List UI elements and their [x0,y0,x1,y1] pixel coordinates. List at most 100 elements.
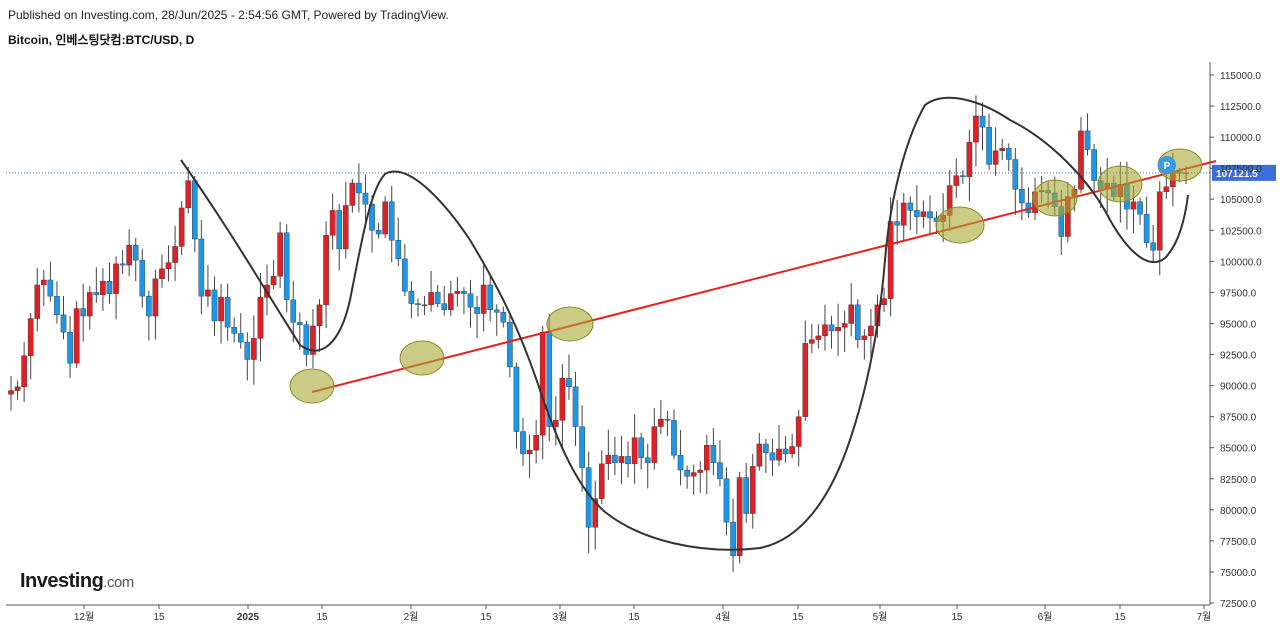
candle [920,200,927,228]
candle [21,342,27,402]
x-tick-label: 15 [628,612,640,623]
candle [415,298,421,317]
candle-body [93,292,100,296]
candle-body [763,443,769,453]
candle-body [113,263,119,294]
candle-body [369,204,375,231]
investing-logo: Investing.com [20,570,134,592]
hand-drawn-curve [180,96,1189,551]
candle [73,300,80,369]
candle [572,371,579,447]
candle-body [461,290,467,294]
x-tick-label: 15 [153,612,165,623]
candle [638,432,644,470]
highlight-ellipse [546,306,594,342]
candle [257,272,264,362]
candle [769,438,776,477]
candle-body [126,245,132,266]
candle-body [651,426,658,463]
candle [914,185,920,234]
candle-body [132,245,139,261]
candle-body [579,426,585,468]
candle-body [769,452,776,461]
x-tick-label: 15 [792,612,804,623]
candle [907,196,914,230]
candle-body [80,308,87,317]
candle-body [815,335,822,340]
candle [454,276,461,307]
candle-body [749,466,756,514]
candle-body [618,456,625,463]
candle-body [388,201,395,241]
candles [8,95,1189,573]
candle-body [277,232,283,277]
candle [369,195,375,253]
x-tick-label: 15 [1114,612,1126,623]
candle-body [881,298,887,306]
candle-body [533,435,539,451]
candle [782,436,789,463]
x-tick-label: 3월 [553,611,568,623]
candle-body [251,338,257,360]
candle-body [690,472,697,477]
highlight-ellipse [399,340,445,376]
candle [815,324,822,349]
candle [86,285,93,330]
candle-body [795,416,802,447]
candle-body [1078,130,1084,190]
candle [868,309,874,362]
candle-body [1137,201,1143,215]
candle-body [1143,213,1150,243]
candle [625,441,631,478]
candle [329,193,336,250]
candle-body [395,240,402,260]
candle-body [822,324,828,337]
published-note: Published on Investing.com, 28/Jun/2025 … [8,8,449,22]
candle [848,283,855,337]
candle [34,268,41,332]
candle-body [605,454,612,465]
candle [658,400,664,435]
candle-body [178,207,185,247]
candle [100,268,106,311]
y-tick-label: 82500.0 [1220,475,1257,486]
candle [822,304,828,351]
candle-body [723,478,730,523]
candle [730,498,736,573]
highlight-ellipse [1097,165,1143,203]
x-tick-label: 6월 [1038,611,1053,623]
candle [671,409,677,460]
candle [1019,167,1025,221]
candle [592,480,599,550]
candle-body [231,326,237,334]
candle-body [953,175,960,186]
candle-body [631,437,638,465]
candle-body [592,498,599,528]
candle [303,320,310,367]
candle-body [710,445,717,463]
candle [526,434,533,478]
candle-body [119,263,126,266]
candle [835,303,841,356]
candle-body [809,339,815,344]
candle-body [848,304,855,324]
candle [1005,143,1012,172]
candle-body [487,284,493,311]
candle [251,315,257,385]
candle [828,315,835,349]
candle [651,408,658,470]
candle [927,195,933,235]
candle-body [1091,149,1097,181]
candle [789,434,795,459]
candle [973,95,979,167]
x-tick-label: 12월 [74,611,94,623]
candle-body [448,293,454,311]
candle [841,311,848,353]
candle [290,280,297,343]
candle-body [1156,191,1163,251]
candle [664,410,671,436]
candle [1137,197,1143,225]
candle-body [172,246,178,263]
candle [388,185,395,263]
